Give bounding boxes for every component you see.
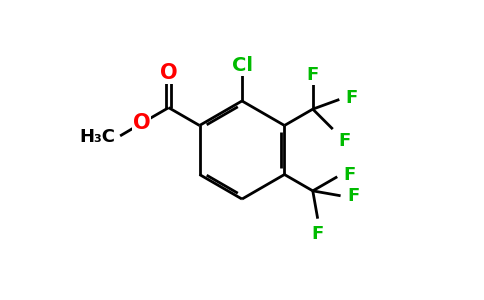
Text: F: F [347,187,360,205]
Text: F: F [338,132,350,150]
Text: F: F [346,89,358,107]
Text: O: O [133,112,150,133]
Text: Cl: Cl [231,56,253,75]
Text: F: F [307,66,319,84]
Text: F: F [312,225,324,243]
Text: H₃C: H₃C [80,128,116,146]
Text: O: O [160,63,178,83]
Text: F: F [343,166,355,184]
